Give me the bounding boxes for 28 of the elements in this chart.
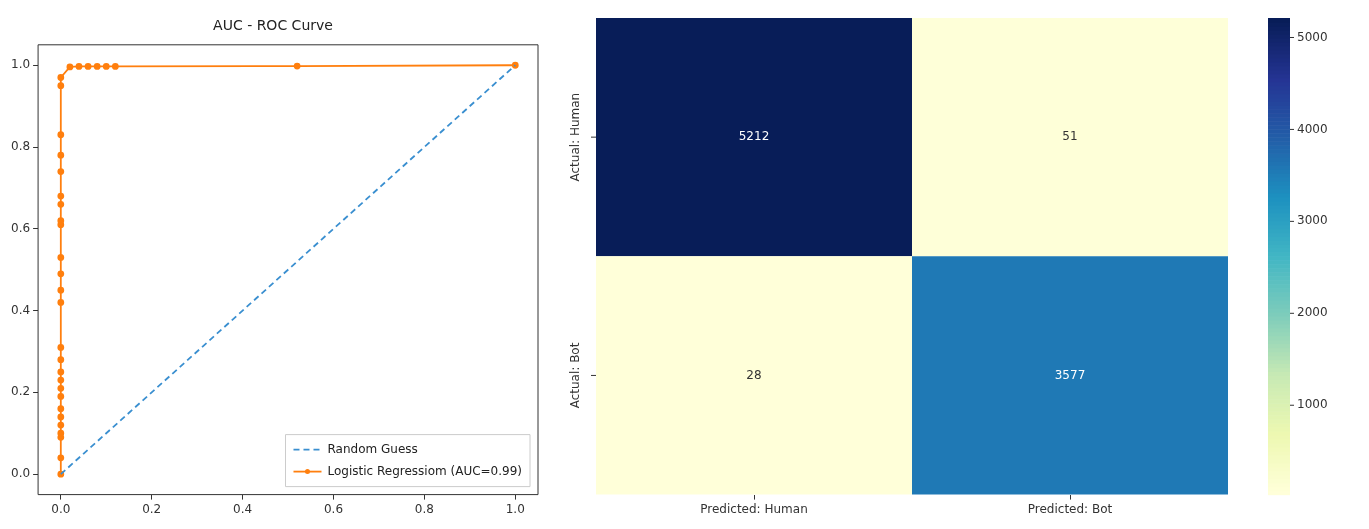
color-bar-label: 1000 — [1297, 397, 1328, 412]
y-tick-label: 1.0 — [10, 57, 31, 72]
y-tick-label: 0.6 — [10, 220, 31, 235]
x-tick-label: 0.4 — [233, 501, 253, 516]
x-tick-label: 1.0 — [505, 501, 525, 516]
x-tick-label: Predicted: Human — [700, 501, 808, 516]
color-bar-label: 5000 — [1297, 29, 1328, 44]
y-tick-label: 0.0 — [10, 466, 31, 481]
data-label: 51 — [1062, 129, 1078, 144]
y-tick-label: 0.2 — [10, 384, 31, 399]
data-label: 5212 — [738, 129, 770, 144]
data-label: 28 — [746, 367, 762, 382]
color-bar-label: 4000 — [1297, 121, 1328, 136]
legend-label: Random Guess — [327, 441, 418, 456]
y-tick-label: Actual: Human — [568, 92, 583, 182]
x-tick-label: 0.2 — [142, 501, 162, 516]
y-tick-label: 0.8 — [10, 139, 31, 154]
x-tick-label: 0.0 — [51, 501, 71, 516]
legend-label: Logistic Regressiom (AUC=0.99) — [327, 463, 522, 478]
x-tick-label: 0.8 — [414, 501, 434, 516]
x-tick-label: 0.6 — [323, 501, 344, 516]
y-tick-label: Actual: Bot — [568, 342, 583, 409]
x-tick-label: Predicted: Bot — [1027, 501, 1113, 516]
data-label: 3577 — [1054, 367, 1086, 382]
color-bar-label: 3000 — [1297, 213, 1328, 228]
y-tick-label: 0.4 — [10, 302, 31, 317]
chart-title: AUC - ROC Curve — [213, 17, 333, 34]
color-bar-label: 2000 — [1297, 305, 1328, 320]
